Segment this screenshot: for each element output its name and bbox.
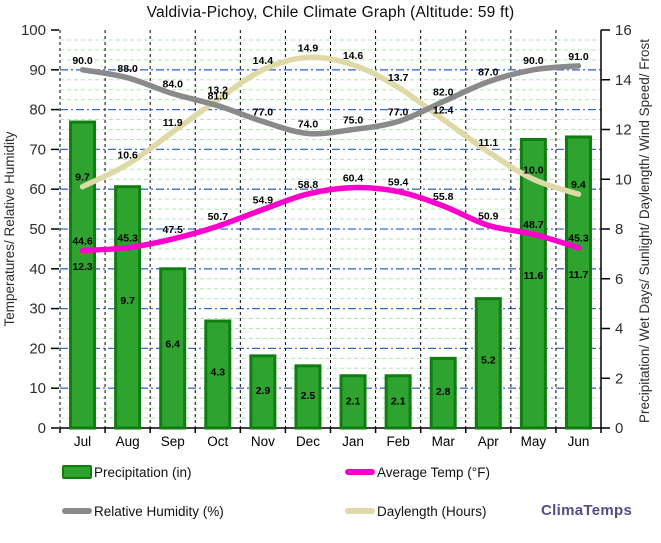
svg-text:8: 8	[615, 221, 623, 238]
legend-label-relative-humidity: Relative Humidity (%)	[94, 503, 224, 519]
svg-text:2: 2	[615, 370, 623, 387]
svg-text:100: 100	[21, 22, 46, 39]
svg-text:77.0: 77.0	[253, 107, 274, 119]
svg-text:2.9: 2.9	[256, 385, 271, 397]
svg-text:11.7: 11.7	[569, 269, 589, 281]
svg-text:Oct: Oct	[207, 434, 228, 449]
svg-text:50.9: 50.9	[478, 210, 499, 222]
svg-text:5.2: 5.2	[481, 354, 496, 366]
svg-text:9.7: 9.7	[120, 295, 135, 307]
climatemps-logo: ClimaTemps	[541, 502, 633, 519]
svg-text:20: 20	[29, 340, 46, 357]
climate-chart-canvas: 0 10 20 30 40 50 60 70 80 90 100 0 2 4 6 8 10 12 14 16 Jul Au…	[2, 22, 652, 449]
svg-text:Temperatures/ Relative Humidit: Temperatures/ Relative Humidity	[2, 131, 17, 326]
svg-text:87.0: 87.0	[478, 67, 499, 79]
chart-title: Valdivia-Pichoy, Chile Climate Graph (Al…	[146, 4, 515, 21]
svg-text:58.8: 58.8	[298, 179, 319, 191]
svg-text:11.9: 11.9	[163, 117, 183, 129]
svg-text:6: 6	[615, 271, 623, 288]
svg-text:47.5: 47.5	[162, 224, 183, 236]
svg-text:9.4: 9.4	[571, 179, 586, 191]
svg-text:88.0: 88.0	[117, 63, 138, 75]
svg-text:Precipitation/ Wet Days/ Sunli: Precipitation/ Wet Days/ Sunlight/ Dayle…	[637, 39, 652, 423]
svg-text:74.0: 74.0	[298, 118, 319, 130]
svg-text:Jun: Jun	[568, 434, 590, 449]
svg-text:11.1: 11.1	[478, 137, 498, 149]
svg-text:Dec: Dec	[296, 434, 320, 449]
svg-text:Feb: Feb	[386, 434, 409, 449]
svg-text:10: 10	[29, 380, 46, 397]
svg-text:59.4: 59.4	[388, 177, 409, 189]
svg-text:12: 12	[615, 122, 632, 139]
legend-label-average-temp: Average Temp (°F)	[377, 464, 490, 480]
svg-text:30: 30	[29, 301, 46, 318]
svg-text:4: 4	[615, 321, 623, 338]
svg-text:10.6: 10.6	[117, 149, 138, 161]
legend-label-precipitation: Precipitation (in)	[94, 464, 192, 480]
svg-text:Nov: Nov	[251, 434, 275, 449]
svg-text:84.0: 84.0	[162, 79, 183, 91]
average-temp-line-swatch	[345, 469, 375, 475]
svg-text:May: May	[521, 434, 547, 449]
svg-text:2.1: 2.1	[346, 395, 361, 407]
svg-text:50: 50	[29, 221, 46, 238]
svg-text:11.6: 11.6	[523, 270, 543, 282]
svg-text:70: 70	[29, 141, 46, 158]
daylength-line-swatch	[345, 508, 375, 514]
svg-text:14.6: 14.6	[343, 50, 364, 62]
svg-text:2.5: 2.5	[301, 390, 316, 402]
svg-text:2.8: 2.8	[436, 386, 451, 398]
svg-text:16: 16	[615, 22, 632, 39]
svg-text:0: 0	[615, 420, 623, 437]
svg-text:Jul: Jul	[74, 434, 91, 449]
svg-text:60.4: 60.4	[343, 173, 364, 185]
svg-text:Jan: Jan	[342, 434, 364, 449]
svg-text:50.7: 50.7	[208, 211, 229, 223]
svg-text:48.7: 48.7	[523, 219, 544, 231]
svg-text:55.8: 55.8	[433, 191, 454, 203]
precipitation-bar-swatch	[62, 465, 92, 479]
svg-text:54.9: 54.9	[253, 194, 274, 206]
legend-item-daylength: Daylength (Hours)	[345, 503, 487, 519]
svg-text:10.0: 10.0	[523, 164, 544, 176]
svg-text:4.3: 4.3	[210, 366, 225, 378]
svg-text:14.9: 14.9	[298, 42, 319, 54]
svg-text:9.7: 9.7	[75, 172, 90, 184]
svg-text:90: 90	[29, 62, 46, 79]
svg-text:81.0: 81.0	[208, 91, 229, 103]
legend-label-daylength: Daylength (Hours)	[377, 503, 487, 519]
svg-text:60: 60	[29, 181, 46, 198]
svg-text:Mar: Mar	[432, 434, 456, 449]
svg-text:6.4: 6.4	[165, 339, 180, 351]
svg-text:44.6: 44.6	[72, 235, 93, 247]
svg-text:77.0: 77.0	[388, 107, 409, 119]
svg-text:75.0: 75.0	[343, 115, 364, 127]
svg-text:90.0: 90.0	[523, 55, 544, 67]
svg-text:90.0: 90.0	[72, 55, 93, 67]
svg-text:82.0: 82.0	[433, 87, 454, 99]
relative-humidity-line-swatch	[62, 508, 92, 514]
svg-text:2.1: 2.1	[391, 395, 406, 407]
svg-text:12.4: 12.4	[433, 105, 454, 117]
svg-text:13.2: 13.2	[208, 85, 229, 97]
svg-text:45.3: 45.3	[568, 233, 589, 245]
svg-text:12.3: 12.3	[72, 261, 93, 273]
legend-item-relative-humidity: Relative Humidity (%)	[62, 503, 224, 519]
svg-text:0: 0	[38, 420, 46, 437]
svg-text:Apr: Apr	[478, 434, 500, 449]
svg-text:14: 14	[615, 72, 632, 89]
svg-text:Aug: Aug	[116, 434, 140, 449]
svg-text:Sep: Sep	[161, 434, 185, 449]
legend-item-precipitation: Precipitation (in)	[62, 464, 192, 480]
svg-text:45.3: 45.3	[117, 233, 138, 245]
svg-text:91.0: 91.0	[568, 51, 589, 63]
svg-text:10: 10	[615, 171, 632, 188]
legend-item-average-temp: Average Temp (°F)	[345, 464, 490, 480]
svg-text:40: 40	[29, 261, 46, 278]
svg-text:13.7: 13.7	[388, 72, 409, 84]
svg-text:14.4: 14.4	[253, 55, 274, 67]
svg-text:80: 80	[29, 102, 46, 119]
